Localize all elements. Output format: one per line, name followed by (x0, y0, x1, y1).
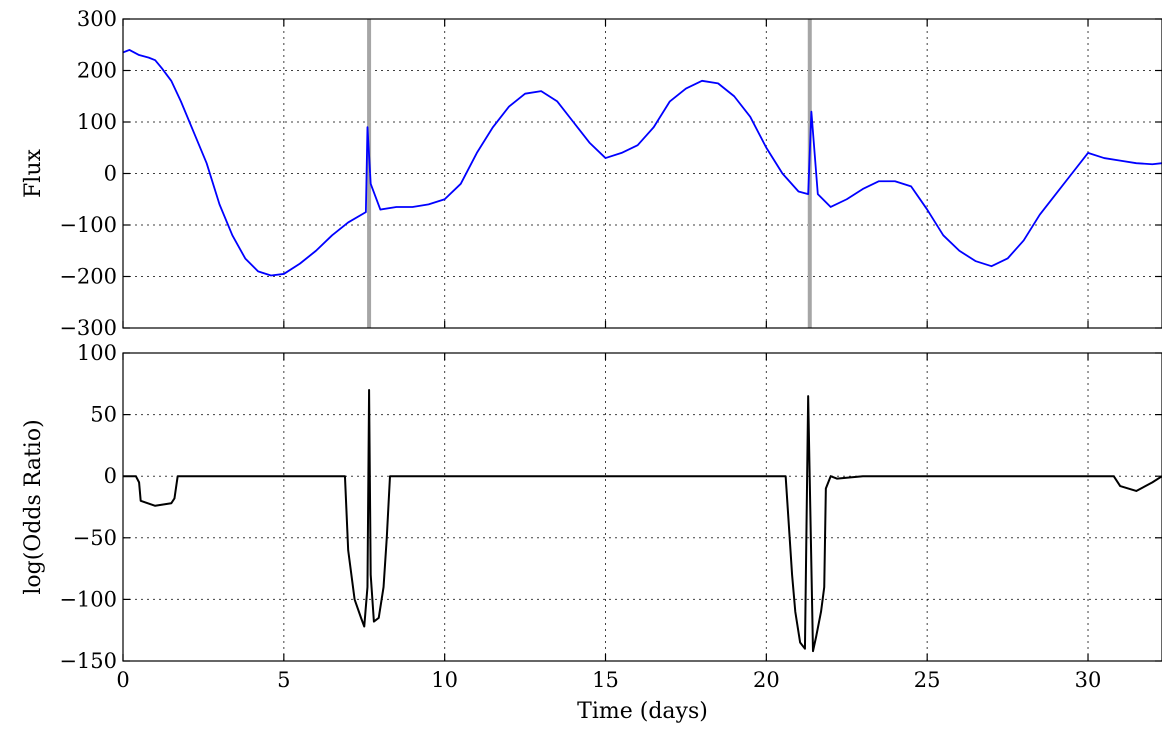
series-line (123, 388, 1162, 653)
y-tick-label: 0 (104, 464, 117, 488)
y-tick-label: −200 (59, 265, 117, 289)
y-tick-label: 200 (77, 59, 117, 83)
y-tick-label: 0 (104, 162, 117, 186)
x-tick-label: 30 (1075, 668, 1102, 692)
y-tick-label: 300 (77, 7, 117, 31)
flux-plot-frame (122, 18, 1162, 329)
odds-y-axis-label: log(Odds Ratio) (21, 419, 46, 594)
y-tick-label: −50 (73, 526, 117, 550)
y-tick-label: −100 (59, 587, 117, 611)
odds-plot-frame (122, 352, 1162, 662)
odds-ticks: 0 5 10 15 20 25 30 100 50 0 −50 −100 −150 (59, 341, 1162, 692)
y-tick-label: −100 (59, 213, 117, 237)
series-line (122, 49, 1162, 277)
flux-y-axis-label: Flux (21, 148, 46, 197)
y-tick-label: 100 (77, 341, 117, 365)
y-tick-label: −150 (59, 649, 117, 673)
odds-series (123, 388, 1162, 653)
odds-grid (123, 353, 1162, 661)
odds-panel: 0 5 10 15 20 25 30 100 50 0 −50 −100 −150 log(Odds R… (21, 341, 1162, 724)
flux-panel: 300 200 100 0 −100 −200 −300 Flux (21, 7, 1162, 340)
flux-ticks: 300 200 100 0 −100 −200 −300 (59, 7, 1162, 340)
x-tick-label: 5 (277, 668, 290, 692)
flux-series (122, 49, 1162, 277)
x-tick-label: 15 (592, 668, 619, 692)
time-x-axis-label: Time (days) (577, 699, 708, 724)
x-tick-label: 25 (914, 668, 941, 692)
y-tick-label: −300 (59, 316, 117, 340)
x-tick-label: 10 (431, 668, 458, 692)
y-tick-label: 100 (77, 110, 117, 134)
x-tick-label: 0 (116, 668, 129, 692)
x-tick-label: 20 (753, 668, 780, 692)
flux-grid (123, 19, 1162, 328)
y-tick-label: 50 (90, 403, 117, 427)
